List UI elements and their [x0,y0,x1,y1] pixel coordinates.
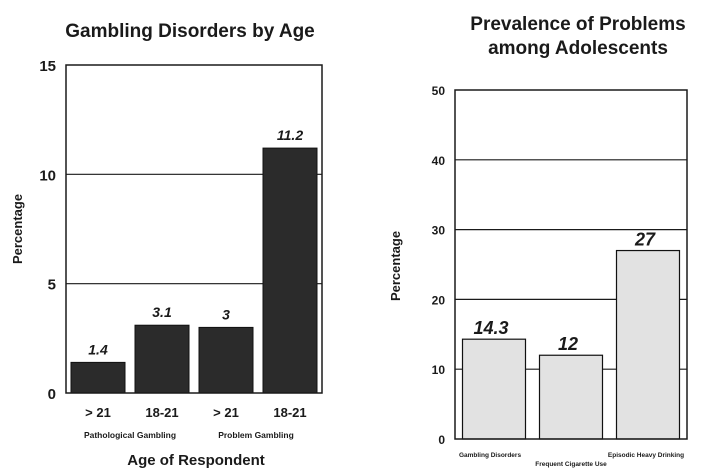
chart2-data-label: 27 [634,230,656,250]
chart1-plot-frame [65,64,323,394]
chart1-group-label-pathological: Pathological Gambling [84,430,176,440]
chart1-y-tick-label: 10 [39,167,56,184]
chart1-y-tick-label: 5 [48,277,56,294]
chart1-x-tick-label: 18-21 [273,405,306,420]
chart1-x-tick-label: > 21 [213,405,239,420]
chart1-data-label: 1.4 [88,341,108,357]
chart1-title: Gambling Disorders by Age [65,21,315,42]
chart2-bar [461,338,527,440]
chart1-x-axis-label: Age of Respondent [127,452,265,469]
chart1-y-tick-label: 0 [48,386,56,403]
chart1-y-axis-label: Percentage [10,194,25,264]
chart2-category-episodic-heavy-drinking: Episodic Heavy Drinking [608,452,684,459]
chart2-data-label: 14.3 [473,318,508,338]
chart2-y-tick-label: 10 [432,363,446,377]
chart1-group-label-problem: Problem Gambling [218,430,294,440]
chart2-bar [615,249,681,440]
chart2-y-tick-label: 20 [432,293,446,307]
chart2-bar [538,354,604,440]
chart1-bar [134,324,190,394]
chart2-category-frequent-cigarette-use: Frequent Cigarette Use [535,461,607,468]
chart2-y-tick-label: 30 [432,224,446,238]
chart2-y-axis-label: Percentage [388,231,403,301]
chart2-y-tick-label: 0 [438,433,445,447]
chart2-category-gambling-disorders: Gambling Disorders [459,452,522,459]
chart2-data-label: 12 [558,334,578,354]
chart1-x-tick-label: > 21 [85,405,111,420]
chart1-data-label: 3 [222,306,230,322]
chart2-title-line1: Prevalence of Problems [470,14,685,35]
chart1-data-label: 3.1 [152,304,172,320]
chart1-bar [262,147,318,394]
chart2-y-tick-label: 40 [432,154,446,168]
chart1-data-label: 11.2 [277,127,303,143]
chart2-title-line2: among Adolescents [488,38,668,59]
chart1-bar [70,361,126,394]
chart1-x-tick-label: 18-21 [145,405,178,420]
chart1-y-tick-label: 15 [39,58,56,75]
chart2-y-tick-label: 50 [432,84,446,98]
chart2-plot-frame [454,89,688,440]
